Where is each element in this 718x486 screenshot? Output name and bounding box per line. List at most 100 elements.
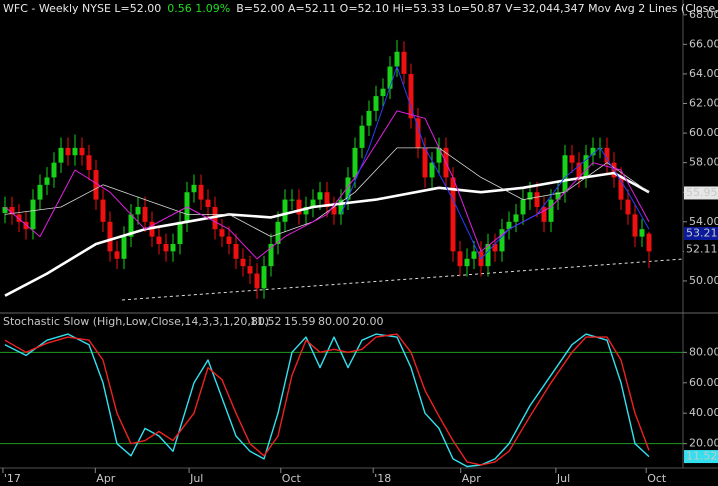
candle-body [338, 199, 344, 215]
stoch-marker-label: 11.52 [686, 450, 718, 463]
price-marker-box [684, 243, 718, 257]
candle-body [23, 221, 29, 230]
series-line [4, 333, 650, 468]
candle-body [394, 51, 400, 67]
y-tick-label: 80.00 [689, 345, 718, 358]
series-line [340, 66, 650, 260]
candle-body [240, 258, 246, 267]
candle-body [506, 221, 512, 230]
candle-body [30, 199, 36, 230]
candle-body [534, 192, 540, 208]
candle-body [408, 73, 414, 119]
y-tick-label: 62.00 [689, 97, 718, 110]
candle-body [198, 184, 204, 200]
main-header: WFC - Weekly NYSE L=52.00 0.56 1.09% B=52.… [3, 2, 718, 15]
candle-body [450, 177, 456, 252]
x-tick-label: '17 [4, 472, 21, 485]
candle-body [58, 147, 64, 163]
candle-body [128, 214, 134, 237]
candle-body [219, 229, 225, 237]
price-marker-label: 53.21 [686, 226, 718, 239]
candle-body [37, 184, 43, 200]
candle-body [135, 207, 141, 215]
y-tick-label: 58.00 [689, 156, 718, 169]
candle-body [471, 251, 477, 259]
candle-body [142, 207, 148, 222]
y-tick-label: 50.00 [689, 274, 718, 287]
candle-body [9, 207, 15, 215]
candle-body [72, 147, 78, 156]
y-tick-label: 60.00 [689, 376, 718, 389]
candle-body [177, 221, 183, 244]
header-part: WFC - Weekly NYSE L=52.00 [3, 2, 161, 15]
candle-body [373, 96, 379, 111]
candle-body [590, 147, 596, 156]
x-tick-label: Oct [647, 472, 667, 485]
price-marker-label: 55.95 [686, 186, 718, 199]
candle-body [380, 88, 386, 97]
candle-body [548, 199, 554, 222]
header-part: B=52.00 A=52.11 O=52.10 Hi=53.33 Lo=50.8… [236, 2, 718, 15]
candle-body [415, 118, 421, 148]
y-tick-label: 54.00 [689, 215, 718, 228]
x-tick-label: Jul [556, 472, 570, 485]
candle-body [576, 162, 582, 178]
candle-body [541, 207, 547, 222]
candle-body [632, 214, 638, 237]
candle-body [359, 125, 365, 148]
candle-body [65, 147, 71, 156]
x-tick-label: Jul [189, 472, 203, 485]
candle-body [44, 177, 50, 185]
y-tick-label: 64.00 [689, 67, 718, 80]
candle-body [205, 199, 211, 208]
candle-body [618, 177, 624, 200]
price-marker-box [684, 226, 718, 240]
stoch-value: 15.59 [284, 315, 316, 328]
y-tick-label: 20.00 [689, 437, 718, 450]
y-tick-label: 60.00 [689, 126, 718, 139]
series-line [4, 147, 650, 237]
candle-body [275, 221, 281, 244]
candle-body [345, 177, 351, 200]
candle-body [555, 192, 561, 200]
x-tick-label: Apr [462, 472, 482, 485]
candle-body [296, 199, 302, 215]
candle-body [436, 147, 442, 163]
candle-body [513, 214, 519, 222]
candle-body [289, 199, 295, 201]
level-value: 20.00 [352, 315, 384, 328]
candle-body [107, 221, 113, 252]
x-tick-label: Oct [282, 472, 302, 485]
candle-body [387, 66, 393, 89]
y-tick-label: 66.00 [689, 37, 718, 50]
candle-body [51, 162, 57, 178]
x-tick-label: Apr [96, 472, 116, 485]
candle-body [261, 266, 267, 289]
candle-body [79, 147, 85, 156]
candle-body [527, 192, 533, 200]
candle-body [352, 147, 358, 178]
candle-body [569, 155, 575, 163]
candle-body [191, 184, 197, 193]
candle-body [247, 266, 253, 274]
candle-body [646, 233, 652, 252]
stoch-title: Stochastic Slow (High,Low,Close,14,3,3,1… [3, 315, 269, 328]
candle-body [86, 155, 92, 171]
candle-body [324, 192, 330, 208]
candle-body [254, 273, 260, 289]
x-tick-label: '18 [374, 472, 391, 485]
candle-body [114, 251, 120, 259]
candle-body [625, 199, 631, 215]
candle-body [282, 199, 288, 222]
stoch-value: 11.52 [250, 315, 282, 328]
candle-body [422, 147, 428, 178]
series-line [4, 110, 650, 260]
level-value: 80.00 [318, 315, 350, 328]
candle-body [639, 229, 645, 237]
y-tick-label: 40.00 [689, 406, 718, 419]
candle-body [562, 155, 568, 193]
candle-body [93, 170, 99, 200]
